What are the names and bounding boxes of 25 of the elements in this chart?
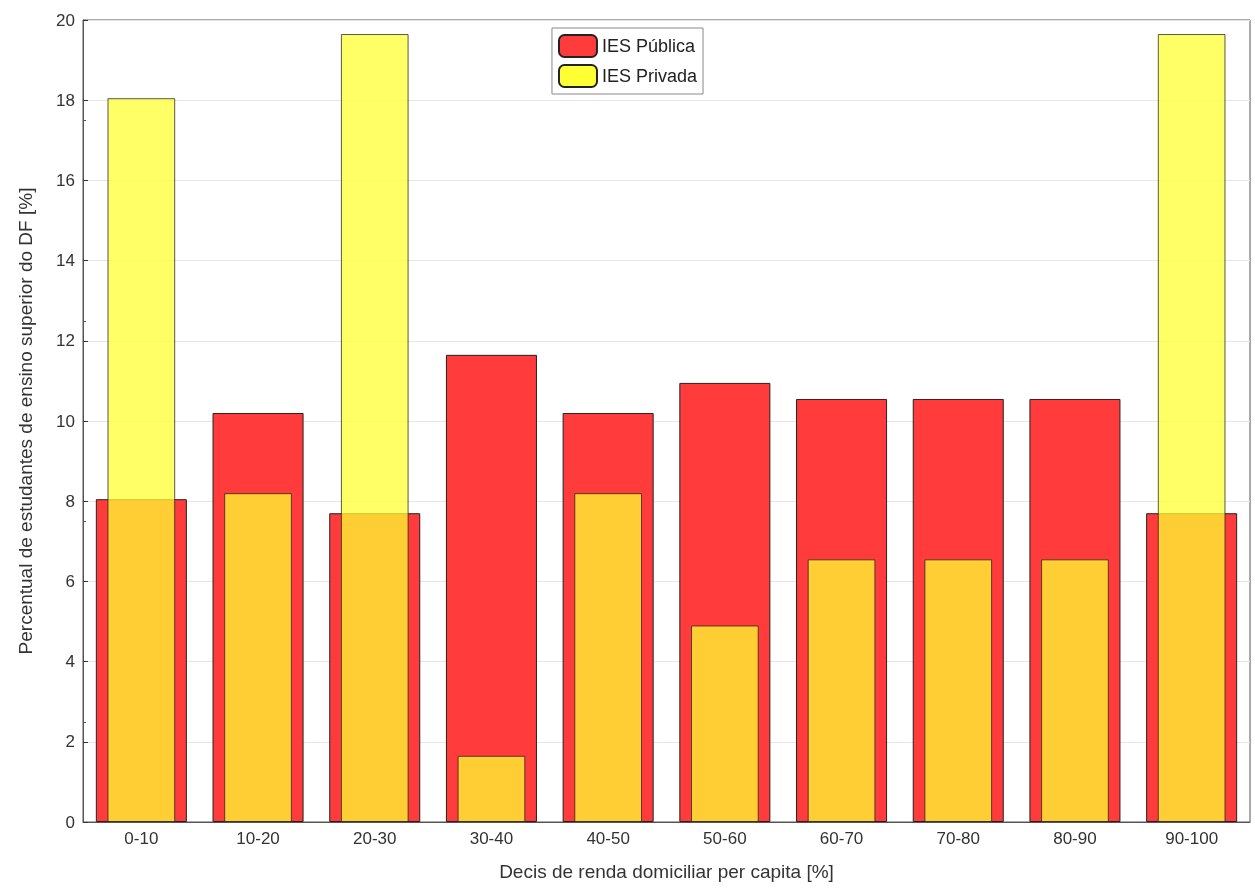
legend-label: IES Privada — [601, 66, 699, 86]
x-tick-label: 0-10 — [124, 829, 159, 848]
y-tick-label: 16 — [56, 170, 75, 190]
y-tick-label: 10 — [56, 411, 75, 431]
y-tick-label: 18 — [56, 90, 75, 110]
legend-label: IES Pública — [601, 36, 697, 56]
y-tick-label: 2 — [65, 732, 75, 752]
y-tick-label: 4 — [65, 652, 75, 672]
x-tick-label: 60-70 — [819, 829, 864, 848]
y-tick-label: 12 — [56, 331, 75, 351]
x-tick-label: 80-90 — [1053, 829, 1097, 848]
y-tick-label: 8 — [65, 491, 75, 511]
y-axis-title: Percentual de estudantes de ensino superior do DF [%] — [15, 187, 36, 655]
x-axis-title: Decis de renda domiciliar per capita [%] — [499, 861, 834, 882]
x-tick-label: 10-20 — [236, 829, 280, 848]
x-tick-label: 40-50 — [586, 829, 630, 848]
y-tick-label: 0 — [65, 812, 75, 832]
y-tick-label: 6 — [65, 571, 75, 591]
x-tick-label: 30-40 — [469, 829, 514, 848]
y-tick-label: 20 — [56, 10, 75, 30]
x-tick-label: 70-80 — [936, 829, 980, 848]
x-tick-label: 20-30 — [353, 829, 397, 848]
x-tick-label: 90-100 — [1165, 829, 1219, 848]
x-tick-label: 50-60 — [703, 829, 747, 848]
y-tick-label: 14 — [56, 251, 75, 271]
